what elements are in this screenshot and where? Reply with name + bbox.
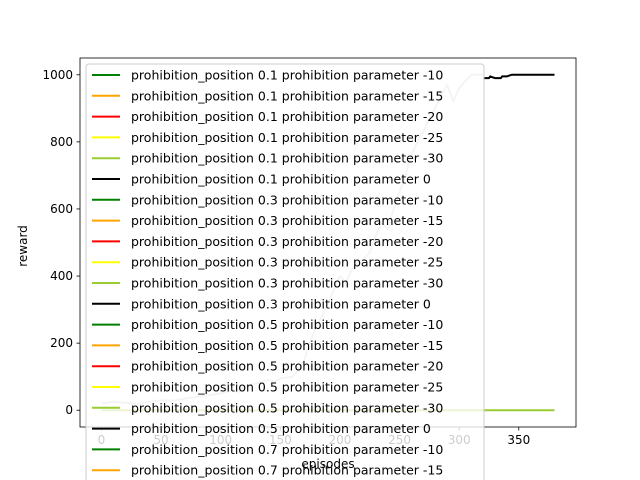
legend-entry: prohibition_position 0.1 prohibition par…	[131, 68, 443, 83]
legend-frame	[85, 63, 485, 480]
y-tick-label: 400	[50, 269, 73, 283]
legend-entry: prohibition_position 0.5 prohibition par…	[131, 380, 443, 395]
legend-entry: prohibition_position 0.5 prohibition par…	[131, 317, 443, 332]
legend-entry: prohibition_position 0.1 prohibition par…	[131, 151, 443, 166]
y-tick-label: 600	[50, 202, 73, 216]
y-axis-label: reward	[16, 225, 30, 267]
legend-entry: prohibition_position 0.1 prohibition par…	[131, 172, 431, 187]
legend-entry: prohibition_position 0.5 prohibition par…	[131, 359, 443, 374]
legend: prohibition_position 0.1 prohibition par…	[85, 63, 485, 480]
y-tick-label: 800	[50, 135, 73, 149]
legend-entry: prohibition_position 0.1 prohibition par…	[131, 109, 443, 124]
legend-entry: prohibition_position 0.5 prohibition par…	[131, 338, 443, 353]
x-axis-label: episodes	[301, 457, 354, 471]
legend-entry: prohibition_position 0.3 prohibition par…	[131, 192, 443, 207]
legend-entry: prohibition_position 0.7 prohibition par…	[131, 442, 443, 457]
legend-entry: prohibition_position 0.7 prohibition par…	[131, 463, 443, 478]
legend-entry: prohibition_position 0.3 prohibition par…	[131, 276, 443, 291]
y-tick-label: 1000	[42, 68, 73, 82]
legend-entry: prohibition_position 0.5 prohibition par…	[131, 400, 443, 415]
legend-entry: prohibition_position 0.1 prohibition par…	[131, 88, 443, 103]
series-line-1	[483, 73, 555, 80]
y-tick-label: 200	[50, 336, 73, 350]
legend-entry: prohibition_position 0.1 prohibition par…	[131, 130, 443, 145]
x-tick-label: 350	[507, 433, 530, 447]
legend-entry: prohibition_position 0.3 prohibition par…	[131, 255, 443, 270]
legend-entry: prohibition_position 0.5 prohibition par…	[131, 421, 431, 436]
legend-entry: prohibition_position 0.3 prohibition par…	[131, 234, 443, 249]
y-tick-label: 0	[65, 403, 73, 417]
legend-entry: prohibition_position 0.3 prohibition par…	[131, 213, 443, 228]
legend-entry: prohibition_position 0.3 prohibition par…	[131, 296, 431, 311]
